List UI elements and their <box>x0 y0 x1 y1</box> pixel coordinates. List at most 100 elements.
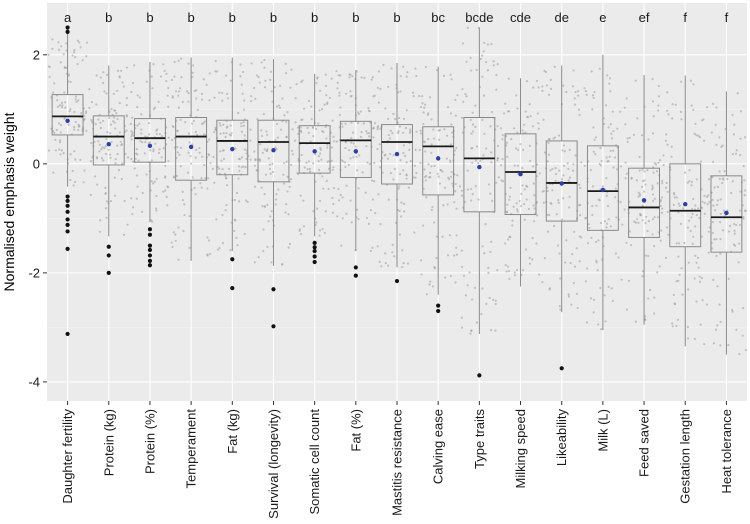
jitter-point <box>731 153 734 156</box>
jitter-point <box>605 156 608 159</box>
jitter-point <box>366 161 369 164</box>
jitter-point <box>735 149 738 152</box>
jitter-point <box>665 109 669 112</box>
jitter-point <box>422 122 425 126</box>
jitter-point <box>298 229 301 232</box>
jitter-point <box>497 176 500 179</box>
jitter-point <box>496 269 499 272</box>
jitter-point <box>597 198 600 201</box>
jitter-point <box>219 150 222 153</box>
jitter-point <box>284 62 287 65</box>
jitter-point <box>157 100 160 103</box>
jitter-point <box>489 125 492 128</box>
jitter-point <box>269 70 273 73</box>
jitter-point <box>450 123 453 126</box>
jitter-point <box>319 148 322 151</box>
jitter-point <box>651 132 655 135</box>
jitter-point <box>716 285 719 288</box>
jitter-point <box>95 103 98 106</box>
jitter-point <box>387 85 390 89</box>
jitter-point <box>406 262 410 265</box>
jitter-point <box>644 221 647 225</box>
jitter-point <box>177 59 180 62</box>
jitter-point <box>423 106 426 109</box>
jitter-point <box>471 146 474 150</box>
jitter-point <box>591 108 594 111</box>
jitter-point <box>269 172 272 175</box>
jitter-point <box>200 186 203 189</box>
jitter-point <box>211 167 214 170</box>
jitter-point <box>430 165 433 168</box>
jitter-point <box>296 126 300 129</box>
jitter-point <box>77 99 80 102</box>
jitter-point <box>623 208 626 211</box>
jitter-point <box>113 121 116 124</box>
jitter-point <box>332 166 335 169</box>
jitter-point <box>260 134 264 138</box>
jitter-point <box>677 255 680 258</box>
significance-label: de <box>554 10 568 25</box>
jitter-point <box>316 77 319 80</box>
box-17 <box>710 91 743 355</box>
jitter-point <box>93 140 96 144</box>
jitter-point <box>541 85 544 88</box>
jitter-point <box>253 185 257 188</box>
jitter-point <box>560 218 564 221</box>
x-axis: Daughter fertility Protein (kg) Protein (%… <box>60 401 734 519</box>
jitter-point <box>641 270 645 273</box>
jitter-point <box>326 160 329 163</box>
jitter-point <box>570 303 573 306</box>
jitter-point <box>423 168 426 171</box>
jitter-point <box>590 236 593 239</box>
jitter-point <box>651 217 655 221</box>
jitter-point <box>659 204 663 208</box>
jitter-point <box>188 141 191 144</box>
jitter-point <box>186 90 189 93</box>
jitter-point <box>122 85 125 88</box>
jitter-point <box>254 158 257 161</box>
jitter-point <box>718 221 722 224</box>
jitter-point <box>177 106 181 109</box>
jitter-point <box>682 207 685 210</box>
jitter-point <box>191 71 194 74</box>
jitter-point <box>405 109 408 112</box>
jitter-point <box>257 75 260 79</box>
jitter-point <box>711 247 714 250</box>
mean-point <box>271 148 276 153</box>
jitter-point <box>307 160 310 163</box>
box-rect <box>92 115 125 166</box>
jitter-point <box>208 99 211 102</box>
jitter-point <box>245 152 248 155</box>
jitter-point <box>58 139 62 142</box>
mean-point <box>106 142 111 147</box>
jitter-point <box>413 231 416 234</box>
jitter-point <box>53 82 56 85</box>
jitter-point <box>367 131 371 135</box>
jitter-point <box>191 75 194 79</box>
jitter-point <box>237 111 240 115</box>
jitter-point <box>387 117 390 121</box>
jitter-point <box>580 236 583 239</box>
significance-label: b <box>393 10 400 25</box>
jitter-point <box>132 206 135 209</box>
jitter-point <box>737 261 740 264</box>
jitter-point <box>320 108 324 111</box>
jitter-point <box>336 215 339 218</box>
jitter-point <box>190 122 194 125</box>
jitter-point <box>692 83 695 86</box>
jitter-point <box>673 196 676 199</box>
jitter-point <box>236 244 239 247</box>
box-13 <box>545 65 578 371</box>
jitter-point <box>688 219 691 222</box>
jitter-point <box>453 149 457 152</box>
jitter-point <box>69 153 72 156</box>
jitter-point <box>125 129 128 132</box>
jitter-point <box>591 213 594 217</box>
jitter-point <box>163 176 167 179</box>
jitter-point <box>469 69 473 72</box>
jitter-point <box>317 168 321 172</box>
jitter-point <box>641 179 645 183</box>
jitter-point <box>159 75 163 78</box>
jitter-point <box>424 179 428 182</box>
mean-point <box>477 164 482 170</box>
